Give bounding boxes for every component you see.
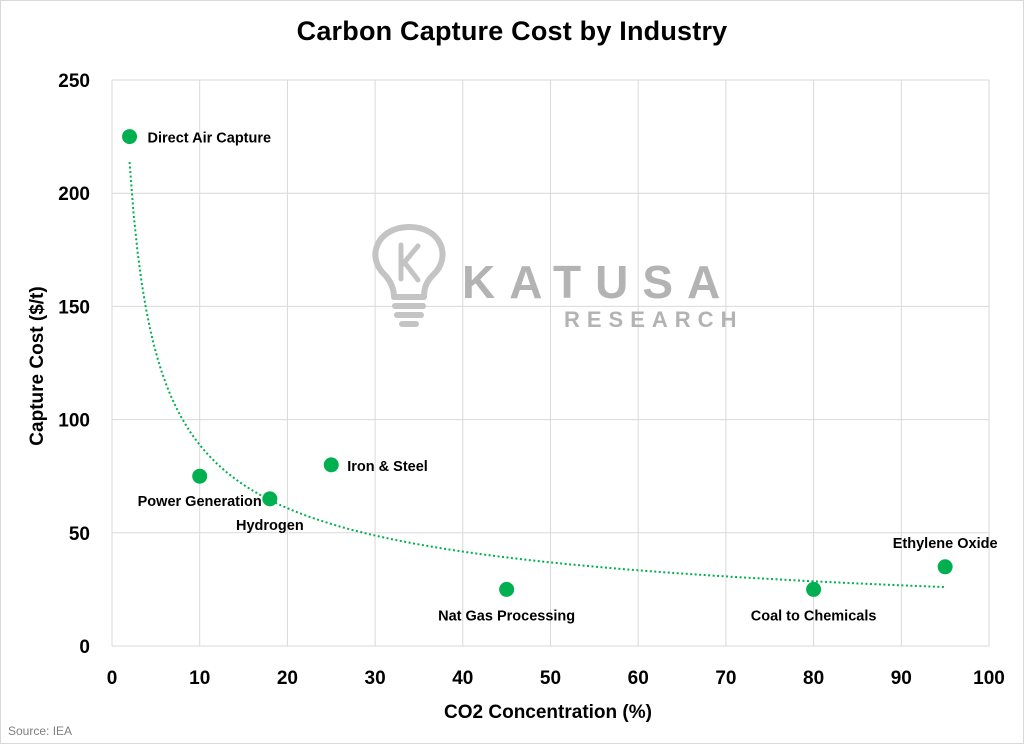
- y-tick-label: 0: [79, 637, 90, 658]
- lightbulb-logo-icon: [372, 223, 446, 327]
- x-tick-label: 70: [715, 668, 736, 689]
- x-tick-label: 60: [628, 668, 649, 689]
- y-axis-label: Capture Cost ($/t): [27, 286, 48, 445]
- source-note: Source: IEA: [8, 724, 73, 738]
- data-points: [122, 129, 953, 597]
- watermark-brand: KATUSA: [462, 256, 734, 308]
- data-point: [323, 457, 339, 473]
- y-tick-label: 150: [58, 297, 90, 318]
- x-tick-label: 40: [452, 668, 473, 689]
- data-point: [499, 581, 515, 597]
- x-axis-label: CO2 Concentration (%): [444, 702, 652, 723]
- point-labels: Direct Air Capture Power Generation Hydrog…: [138, 131, 998, 625]
- point-label: Ethylene Oxide: [893, 536, 998, 552]
- chart-title: Carbon Capture Cost by Industry: [296, 16, 728, 46]
- point-label: Nat Gas Processing: [438, 608, 575, 624]
- y-tick-label: 200: [58, 184, 90, 205]
- x-tick-label: 80: [803, 668, 824, 689]
- x-tick-label: 10: [189, 668, 210, 689]
- point-label: Hydrogen: [236, 518, 304, 534]
- data-point: [262, 491, 278, 507]
- x-tick-label: 20: [277, 668, 298, 689]
- x-tick-label: 90: [891, 668, 912, 689]
- data-point: [192, 468, 208, 484]
- x-tick-label: 100: [973, 668, 1005, 689]
- y-tick-label: 50: [69, 524, 90, 545]
- y-tick-label: 250: [58, 71, 90, 92]
- x-tick-labels: 0 10 20 30 40 50 60 70 80 90 100: [107, 668, 1005, 689]
- x-tick-label: 50: [540, 668, 561, 689]
- point-label: Coal to Chemicals: [751, 608, 877, 624]
- watermark-sub: RESEARCH: [564, 307, 743, 332]
- data-point: [937, 559, 953, 575]
- y-tick-label: 100: [58, 411, 90, 432]
- x-tick-label: 30: [365, 668, 386, 689]
- x-tick-label: 0: [107, 668, 118, 689]
- data-point: [122, 129, 138, 145]
- katusa-watermark: KATUSA RESEARCH: [372, 223, 743, 332]
- point-label: Iron & Steel: [347, 459, 428, 475]
- data-point: [806, 581, 822, 597]
- point-label: Direct Air Capture: [148, 131, 272, 147]
- point-label: Power Generation: [138, 494, 262, 510]
- y-tick-labels: 0 50 100 150 200 250: [58, 71, 90, 658]
- gridlines: [111, 79, 990, 647]
